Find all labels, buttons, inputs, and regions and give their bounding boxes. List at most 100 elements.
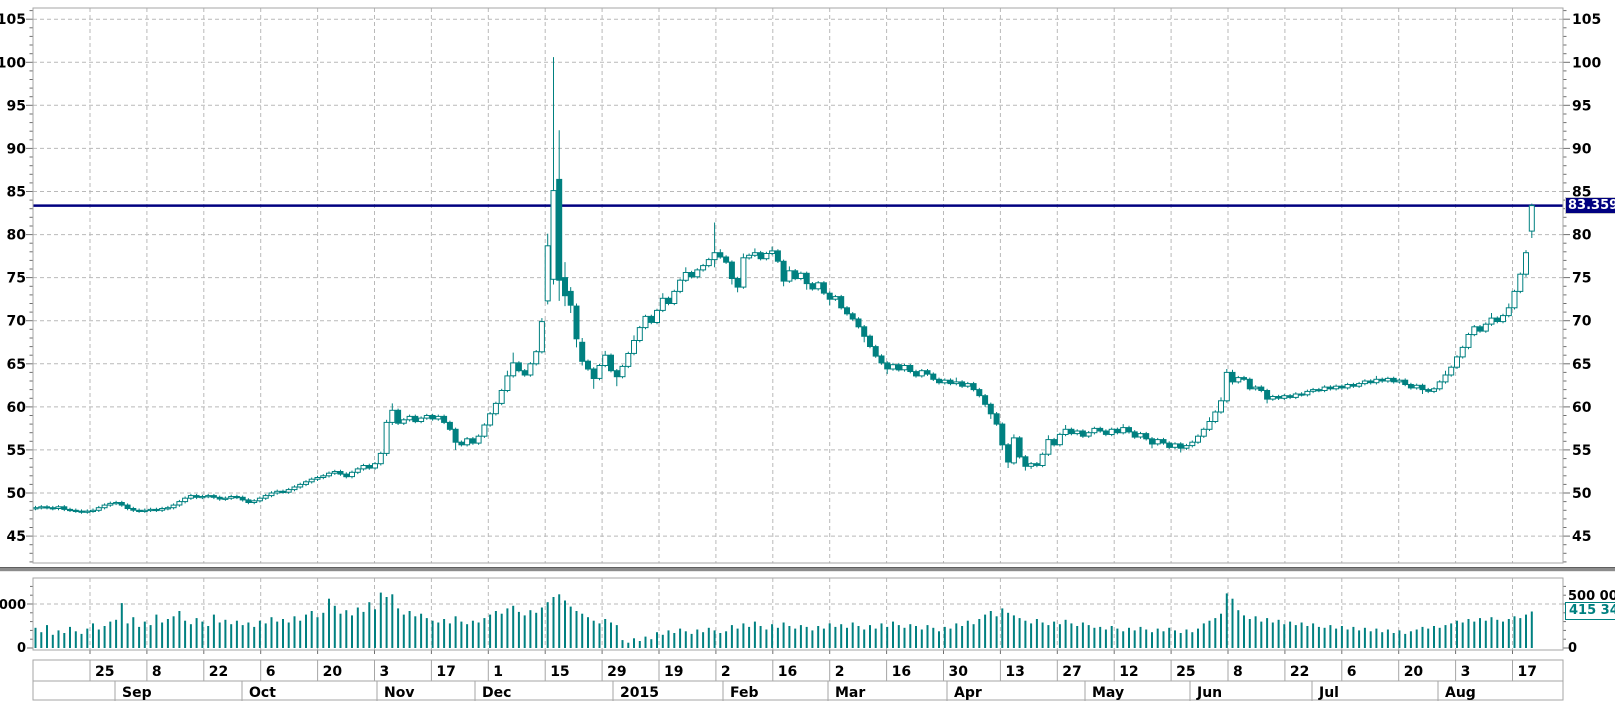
volume-bar: [782, 622, 785, 648]
volume-bar: [230, 624, 233, 648]
candle: [895, 362, 902, 372]
volume-bar: [725, 631, 728, 648]
volume-bar: [540, 607, 543, 648]
candle: [970, 381, 977, 392]
candle: [585, 359, 591, 371]
month-label: Nov: [384, 685, 414, 701]
date-tick-label: 20: [323, 664, 343, 680]
candle: [107, 501, 114, 507]
volume-bar: [1346, 629, 1349, 648]
candle: [1172, 442, 1178, 450]
candle: [700, 263, 707, 272]
volume-bar: [1202, 623, 1205, 648]
candle: [567, 287, 574, 313]
date-tick-label: 27: [1062, 664, 1081, 680]
candle: [947, 378, 954, 386]
volume-bar: [235, 620, 238, 648]
candle: [711, 222, 718, 268]
candle: [239, 495, 246, 502]
candle: [832, 294, 839, 301]
candle: [291, 485, 298, 492]
volume-bar: [1519, 618, 1522, 648]
volume-bar: [172, 616, 175, 648]
volume-bar: [949, 628, 952, 648]
candle: [803, 271, 810, 290]
candle: [1344, 382, 1351, 390]
candle: [1246, 377, 1253, 391]
volume-bar: [425, 618, 428, 648]
candle: [1114, 427, 1121, 435]
volume-bar: [1381, 632, 1384, 648]
candle: [199, 494, 206, 500]
volume-bar: [598, 623, 601, 648]
volume-bar: [1461, 622, 1464, 648]
candle: [792, 269, 799, 281]
volume-bar: [1375, 628, 1378, 648]
candle: [113, 500, 120, 506]
y-axis-label-left: 100: [0, 55, 26, 71]
volume-bar: [1110, 626, 1113, 648]
date-tick-label: 16: [778, 664, 797, 680]
date-tick-label: 2: [721, 664, 731, 680]
candle: [665, 296, 672, 306]
candle: [1287, 394, 1294, 400]
volume-plot-area[interactable]: [33, 578, 1563, 650]
date-tick-label: 2: [835, 664, 845, 680]
date-tick-label: 15: [550, 664, 569, 680]
volume-bar: [759, 626, 762, 648]
candle: [118, 500, 125, 507]
volume-bar: [995, 616, 998, 648]
volume-bar: [627, 642, 630, 648]
candle: [141, 508, 148, 513]
candle: [164, 505, 171, 511]
volume-bar: [719, 633, 722, 648]
candle: [1488, 313, 1495, 326]
volume-bar: [961, 626, 964, 648]
candle: [331, 469, 338, 475]
candle: [1166, 441, 1173, 450]
volume-bar: [696, 629, 699, 648]
y-axis-label-right: 55: [1572, 443, 1591, 459]
candle: [515, 361, 522, 373]
volume-bar: [46, 625, 48, 648]
candle: [677, 278, 684, 294]
panel-splitter[interactable]: [0, 567, 1615, 572]
candle: [1384, 376, 1391, 383]
candle: [1195, 434, 1201, 444]
volume-bar: [397, 608, 400, 648]
price-plot-area[interactable]: [33, 8, 1563, 563]
candle: [429, 413, 436, 421]
candle: [130, 506, 137, 512]
date-tick-label: 17: [1518, 664, 1537, 680]
volume-bar: [1254, 616, 1257, 648]
volume-bar: [966, 620, 969, 648]
volume-bar: [730, 625, 733, 648]
month-label: Oct: [249, 685, 276, 701]
candle: [487, 412, 494, 427]
month-label: May: [1092, 685, 1124, 701]
y-axis-label-left: 60: [7, 400, 27, 416]
volume-bar: [1162, 631, 1165, 648]
candle: [1010, 434, 1017, 465]
y-axis-label-right: 75: [1572, 271, 1591, 287]
volume-bar: [1444, 625, 1447, 648]
candle: [446, 420, 453, 431]
candle: [1068, 427, 1075, 436]
volume-bar: [989, 611, 992, 648]
volume-bar: [1386, 629, 1389, 648]
candle: [654, 308, 660, 325]
date-tick-label: 3: [380, 664, 390, 680]
date-tick-label: 3: [1461, 664, 1471, 680]
y-axis-label-left: 105: [0, 12, 26, 28]
candle: [1137, 431, 1144, 439]
volume-bar: [345, 610, 348, 648]
volume-bar: [776, 627, 779, 648]
candle: [366, 463, 373, 470]
volume-bar: [1012, 615, 1015, 648]
candle: [1062, 425, 1069, 437]
volume-bar: [1220, 613, 1222, 648]
candle: [723, 255, 730, 264]
y-axis-label-left: 45: [7, 529, 26, 545]
volume-bar: [120, 603, 123, 648]
candle: [1079, 429, 1086, 438]
